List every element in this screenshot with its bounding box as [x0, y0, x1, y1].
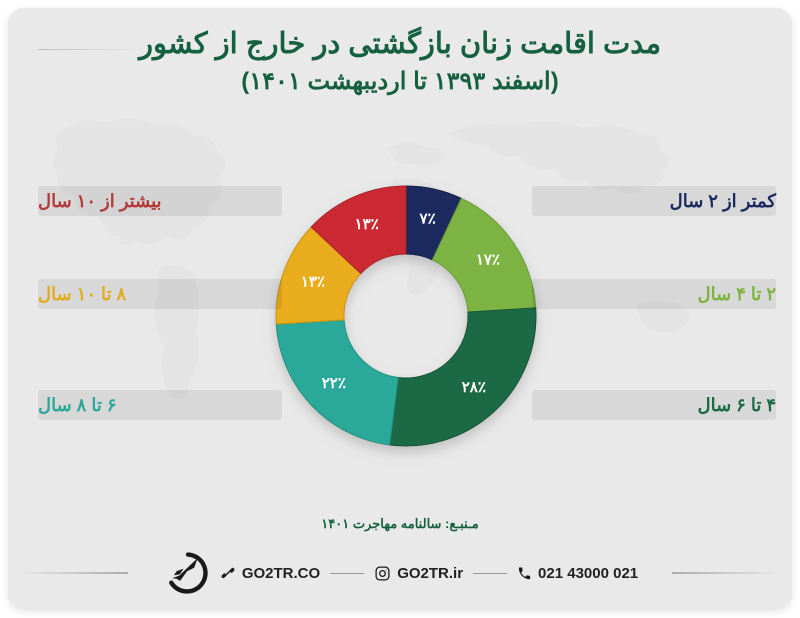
svg-text:۱۳٪: ۱۳٪ — [355, 216, 379, 233]
svg-text:۲۸٪: ۲۸٪ — [462, 379, 486, 396]
svg-text:۱۷٪: ۱۷٪ — [476, 251, 500, 268]
svg-text:۲۲٪: ۲۲٪ — [322, 375, 346, 392]
svg-text:۱۳٪: ۱۳٪ — [301, 273, 325, 290]
svg-text:۷٪: ۷٪ — [419, 210, 436, 227]
